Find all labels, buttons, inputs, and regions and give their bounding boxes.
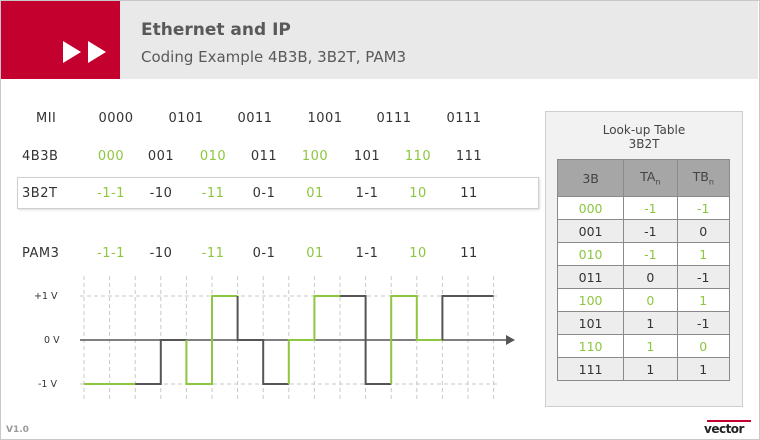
lookup-table-title: Look-up Table 3B2T xyxy=(545,123,743,151)
table-row: 111 1 1 xyxy=(556,357,731,381)
pam3-value: 11 xyxy=(460,246,478,261)
row-label-4b3b: 4B3B xyxy=(22,149,59,164)
pam3-value: 01 xyxy=(306,246,324,261)
lookup-table-title-line2: 3B2T xyxy=(628,137,660,151)
4b3b-value: 101 xyxy=(353,149,381,164)
3b2t-value: 01 xyxy=(306,186,324,201)
lut-cell-3b: 000 xyxy=(556,196,625,220)
mii-value: 0111 xyxy=(376,111,412,126)
pam3-value: 0-1 xyxy=(252,246,276,261)
waveform-segment xyxy=(185,295,238,385)
level-label-zero: 0 V xyxy=(44,335,60,346)
lut-cell-3b: 001 xyxy=(556,219,625,243)
lut-cell-ta: -1 xyxy=(623,196,678,220)
header-band xyxy=(120,1,758,79)
lookup-table: 3B TAn TBn 000 -1 -1 001 -1 0 010 -1 1 0… xyxy=(556,159,731,381)
lut-cell-3b: 110 xyxy=(556,334,625,358)
lut-cell-ta: 0 xyxy=(623,288,678,312)
mii-value: 0000 xyxy=(98,111,134,126)
lookup-table-title-line1: Look-up Table xyxy=(602,123,686,137)
mii-value: 0101 xyxy=(168,111,204,126)
row-label-3b2t: 3B2T xyxy=(22,186,58,201)
waveform-segment xyxy=(287,295,340,384)
lut-cell-3b: 100 xyxy=(556,288,625,312)
4b3b-value: 000 xyxy=(97,149,125,164)
table-row: 011 0 -1 xyxy=(556,265,731,289)
waveform-segment xyxy=(340,295,392,385)
4b3b-value: 001 xyxy=(147,149,175,164)
lut-header-tb-main: TB xyxy=(692,169,709,185)
3b2t-value: 1-1 xyxy=(355,186,379,201)
lut-cell-ta: -1 xyxy=(623,242,678,266)
mii-value: 0111 xyxy=(446,111,482,126)
row-label-pam3: PAM3 xyxy=(22,246,60,261)
waveform-segment xyxy=(135,339,187,385)
lut-cell-ta: -1 xyxy=(623,219,678,243)
lut-cell-3b: 101 xyxy=(556,311,625,335)
table-row: 100 0 1 xyxy=(556,288,731,312)
3b2t-value: 11 xyxy=(460,186,478,201)
pam3-value: 1-1 xyxy=(355,246,379,261)
mii-value: 0011 xyxy=(237,111,273,126)
level-label-low: -1 V xyxy=(38,379,57,390)
table-row: 010 -1 1 xyxy=(556,242,731,266)
double-chevron-icon xyxy=(63,41,106,63)
lut-cell-tb: -1 xyxy=(676,265,731,289)
table-row: 000 -1 -1 xyxy=(556,196,731,220)
3b2t-value: -10 xyxy=(149,186,173,201)
waveform-segment xyxy=(441,295,494,340)
3b2t-value: -1-1 xyxy=(97,186,125,201)
lut-cell-ta: 0 xyxy=(623,265,678,289)
lut-header-ta-main: TA xyxy=(640,169,656,185)
lut-cell-3b: 111 xyxy=(556,357,625,381)
pam3-value: -1-1 xyxy=(97,246,125,261)
page-title: Ethernet and IP xyxy=(141,20,291,40)
lut-header-tb-sub: n xyxy=(708,177,714,187)
row-label-mii: MII xyxy=(36,111,57,126)
version-label: V1.0 xyxy=(6,425,29,435)
lut-cell-tb: -1 xyxy=(676,196,731,220)
lut-cell-tb: 1 xyxy=(676,357,731,381)
4b3b-value: 011 xyxy=(250,149,278,164)
4b3b-value: 110 xyxy=(404,149,432,164)
axis-arrow-icon xyxy=(506,335,515,345)
lut-header-ta-sub: n xyxy=(655,177,661,187)
header-logo-block xyxy=(1,1,120,79)
3b2t-value: 0-1 xyxy=(252,186,276,201)
pam3-value: -10 xyxy=(149,246,173,261)
3b2t-value: 10 xyxy=(409,186,427,201)
pam3-value: -11 xyxy=(201,246,225,261)
table-row: 110 1 0 xyxy=(556,334,731,358)
lut-cell-tb: 1 xyxy=(676,288,731,312)
lut-cell-tb: 1 xyxy=(676,242,731,266)
4b3b-value: 111 xyxy=(455,149,483,164)
lut-cell-tb: 0 xyxy=(676,334,731,358)
waveform-segment xyxy=(390,295,443,384)
lut-cell-ta: 1 xyxy=(623,311,678,335)
lut-header-ta: TAn xyxy=(623,159,678,197)
table-row: 101 1 -1 xyxy=(556,311,731,335)
highlight-3b2t-row xyxy=(17,177,539,209)
lut-cell-3b: 010 xyxy=(556,242,625,266)
lut-cell-tb: 0 xyxy=(676,219,731,243)
mii-value: 1001 xyxy=(307,111,343,126)
waveform-segment xyxy=(236,296,289,385)
lut-header-3b: 3B xyxy=(556,159,625,197)
lut-header-tb: TBn xyxy=(676,159,731,197)
lut-cell-tb: -1 xyxy=(676,311,731,335)
pam3-value: 10 xyxy=(409,246,427,261)
level-label-high: +1 V xyxy=(34,291,58,302)
4b3b-value: 010 xyxy=(199,149,227,164)
lut-cell-ta: 1 xyxy=(623,357,678,381)
vector-logo: vector xyxy=(704,422,744,436)
lut-cell-ta: 1 xyxy=(623,334,678,358)
page-subtitle: Coding Example 4B3B, 3B2T, PAM3 xyxy=(141,48,407,66)
3b2t-value: -11 xyxy=(201,186,225,201)
4b3b-value: 100 xyxy=(301,149,329,164)
table-row: 001 -1 0 xyxy=(556,219,731,243)
logo-accent-bar xyxy=(707,420,751,422)
lut-cell-3b: 011 xyxy=(556,265,625,289)
